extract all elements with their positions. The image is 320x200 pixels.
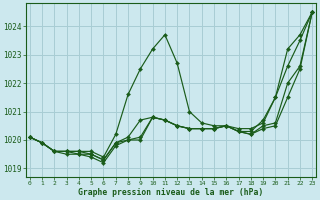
X-axis label: Graphe pression niveau de la mer (hPa): Graphe pression niveau de la mer (hPa)	[78, 188, 264, 197]
